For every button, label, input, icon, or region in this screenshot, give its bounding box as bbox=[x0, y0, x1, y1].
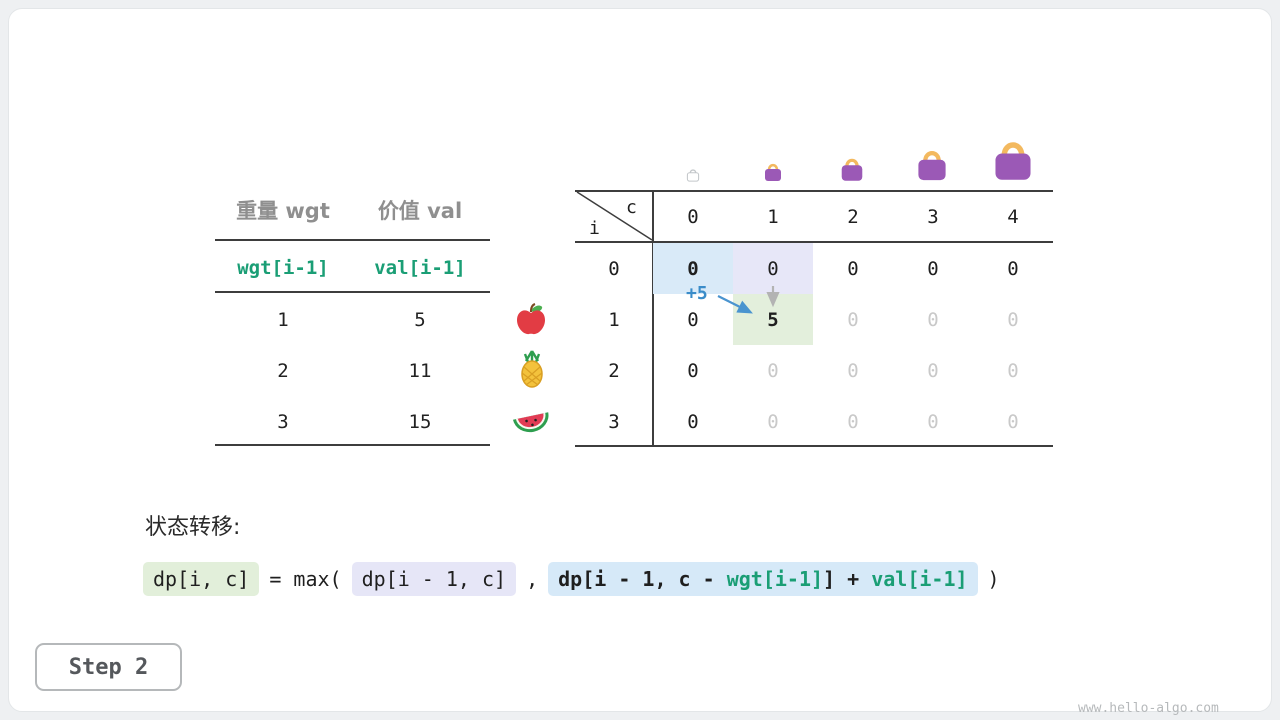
dp-cell-r2-c4: 0 bbox=[1007, 359, 1019, 382]
formula-separator: , bbox=[526, 567, 539, 591]
dp-cell-r3-c4: 0 bbox=[1007, 410, 1019, 433]
dp-cell-r0-c2: 0 bbox=[847, 257, 859, 280]
watermark: www.hello-algo.com bbox=[1078, 701, 1219, 716]
step-badge: Step 2 bbox=[35, 643, 182, 691]
dp-bottom-rule bbox=[575, 445, 1053, 447]
dp-row-header: 0 bbox=[608, 257, 620, 280]
transition-gain-label: +5 bbox=[686, 283, 708, 304]
dp-cell-r3-c0: 0 bbox=[687, 410, 699, 433]
dp-cell-r1-c1: 5 bbox=[733, 294, 813, 345]
dp-corner-col-var: c bbox=[626, 197, 637, 218]
dp-cell-r0-c3: 0 bbox=[927, 257, 939, 280]
apple-icon bbox=[517, 302, 545, 335]
dp-corner-row-var: i bbox=[589, 218, 600, 239]
dp-col-header: 1 bbox=[767, 206, 779, 228]
dp-cell-r2-c3: 0 bbox=[927, 359, 939, 382]
formula-closing: ) bbox=[987, 567, 1000, 591]
dp-cell-r1-c2: 0 bbox=[847, 308, 859, 331]
dp-top-rule bbox=[575, 190, 1053, 192]
item-row-weight: 3 bbox=[277, 411, 289, 433]
dp-row-header: 3 bbox=[608, 410, 620, 433]
dp-col-header: 3 bbox=[927, 206, 939, 228]
pineapple-icon bbox=[521, 350, 543, 388]
dp-col-header: 2 bbox=[847, 206, 859, 228]
items-weight-header: 重量 wgt bbox=[236, 199, 330, 223]
formula-arg1-chip: dp[i - 1, c] bbox=[351, 562, 517, 596]
dp-cell-r2-c2: 0 bbox=[847, 359, 859, 382]
formula-equals: = max( bbox=[269, 567, 342, 591]
formula-arg2-plus: ] + bbox=[823, 567, 872, 591]
items-value-header: 价值 val bbox=[377, 199, 463, 223]
state-transition-label: 状态转移: bbox=[145, 515, 241, 540]
state-transition-formula: dp[i, c] = max( dp[i - 1, c] , dp[i - 1,… bbox=[143, 562, 1000, 596]
item-row-value: 15 bbox=[408, 411, 432, 433]
dp-cell-r1-c3: 0 bbox=[927, 308, 939, 331]
items-value-formula: val[i-1] bbox=[374, 257, 466, 279]
capacity-bag-icon-4 bbox=[995, 142, 1031, 180]
dp-row-header: 1 bbox=[608, 308, 620, 331]
formula-arg2-val: val[i-1] bbox=[871, 567, 968, 591]
items-header-rule bbox=[215, 239, 490, 241]
item-row-weight: 1 bbox=[277, 309, 289, 331]
formula-lhs-chip: dp[i, c] bbox=[143, 562, 260, 596]
dp-cell-r0-c1: 0 bbox=[733, 243, 813, 294]
dp-cell-r2-c0: 0 bbox=[687, 359, 699, 382]
capacity-bag-icon-2 bbox=[841, 158, 863, 181]
capacity-bag-icon-1 bbox=[765, 163, 781, 181]
capacity-bag-icon-3 bbox=[918, 151, 946, 181]
dp-cell-r1-c4: 0 bbox=[1007, 308, 1019, 331]
dp-header-rule bbox=[575, 241, 1053, 243]
dp-cell-r3-c2: 0 bbox=[847, 410, 859, 433]
item-row-value: 11 bbox=[408, 360, 432, 382]
dp-cell-r0-c0: 0 bbox=[653, 243, 733, 294]
formula-arg2-chip: dp[i - 1, c - wgt[i-1]] + val[i-1] bbox=[548, 562, 978, 596]
dp-col-header: 0 bbox=[687, 206, 699, 228]
items-weight-formula: wgt[i-1] bbox=[237, 257, 329, 279]
dp-col-header: 4 bbox=[1007, 206, 1019, 228]
item-row-value: 5 bbox=[414, 309, 426, 331]
dp-cell-r3-c1: 0 bbox=[767, 410, 779, 433]
dp-cell-r2-c1: 0 bbox=[767, 359, 779, 382]
dp-cell-r3-c3: 0 bbox=[927, 410, 939, 433]
items-bottom-rule bbox=[215, 444, 490, 446]
dp-cell-r0-c4: 0 bbox=[1007, 257, 1019, 280]
formula-arg2-wgt: wgt[i-1] bbox=[726, 567, 824, 591]
dp-row-header: 2 bbox=[608, 359, 620, 382]
formula-arg2-prefix: dp[i - 1, c - bbox=[558, 567, 727, 591]
capacity-bag-icon-0 bbox=[686, 169, 700, 182]
items-formula-rule bbox=[215, 291, 490, 293]
dp-cell-r1-c0: 0 bbox=[687, 308, 699, 331]
item-row-weight: 2 bbox=[277, 360, 289, 382]
dp-rowheader-rule bbox=[652, 190, 654, 446]
watermelon-icon bbox=[512, 412, 549, 433]
